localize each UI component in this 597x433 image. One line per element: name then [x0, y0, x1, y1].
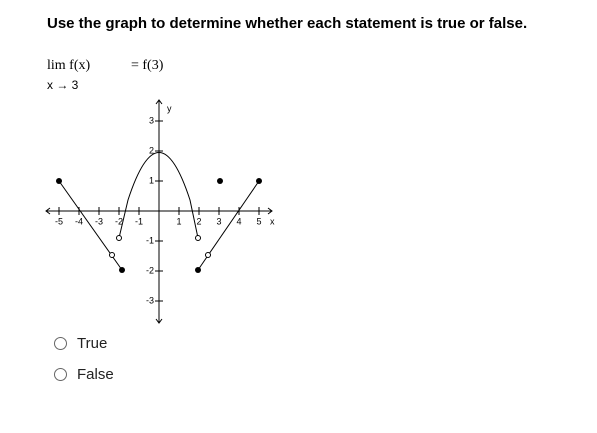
x-tick-label: 1: [176, 216, 181, 226]
x-tick-label: -4: [75, 216, 83, 226]
y-tick-label: 3: [149, 115, 154, 125]
x-tick-label: 2: [196, 216, 201, 226]
x-tick-label: 3: [216, 216, 221, 226]
option-label[interactable]: True: [77, 335, 108, 352]
question-title: Use the graph to determine whether each …: [47, 15, 528, 32]
radio[interactable]: [54, 368, 67, 381]
x-tick-label: -3: [95, 216, 103, 226]
x-tick-label: 4: [236, 216, 241, 226]
limit-text: lim f(x): [47, 58, 91, 73]
y-axis-label: y: [167, 103, 172, 113]
open-points: [109, 235, 211, 258]
x-tick-label: -5: [55, 216, 63, 226]
y-tick-label: 2: [149, 145, 154, 155]
x-tick-label: -2: [115, 216, 123, 226]
y-tick-label: 1: [149, 175, 154, 185]
curve-middle: [118, 152, 199, 239]
option-false[interactable]: False: [54, 366, 114, 383]
x-tick-label: -1: [135, 216, 143, 226]
graph: y x -5 -4 -3 -2 -1 1 2 3 4 5 3 2 1 -1 -2 -3: [45, 99, 275, 324]
graph-body: y x -5 -4 -3 -2 -1 1 2 3 4 5 3 2 1 -1 -2 -3: [45, 99, 275, 324]
y-tick-label: -1: [146, 235, 154, 245]
equals-text: = f(3): [131, 58, 164, 73]
option-true[interactable]: True: [54, 335, 107, 352]
x-axis-label: x: [270, 216, 275, 226]
axis-arrows: [45, 99, 273, 324]
x-tick-label: 5: [256, 216, 261, 226]
y-tick-label: -3: [146, 295, 154, 305]
radio[interactable]: [54, 337, 67, 350]
option-label[interactable]: False: [77, 366, 114, 383]
closed-points: [56, 178, 262, 273]
approach-text: x → 3: [47, 78, 79, 92]
y-tick-label: -2: [146, 265, 154, 275]
